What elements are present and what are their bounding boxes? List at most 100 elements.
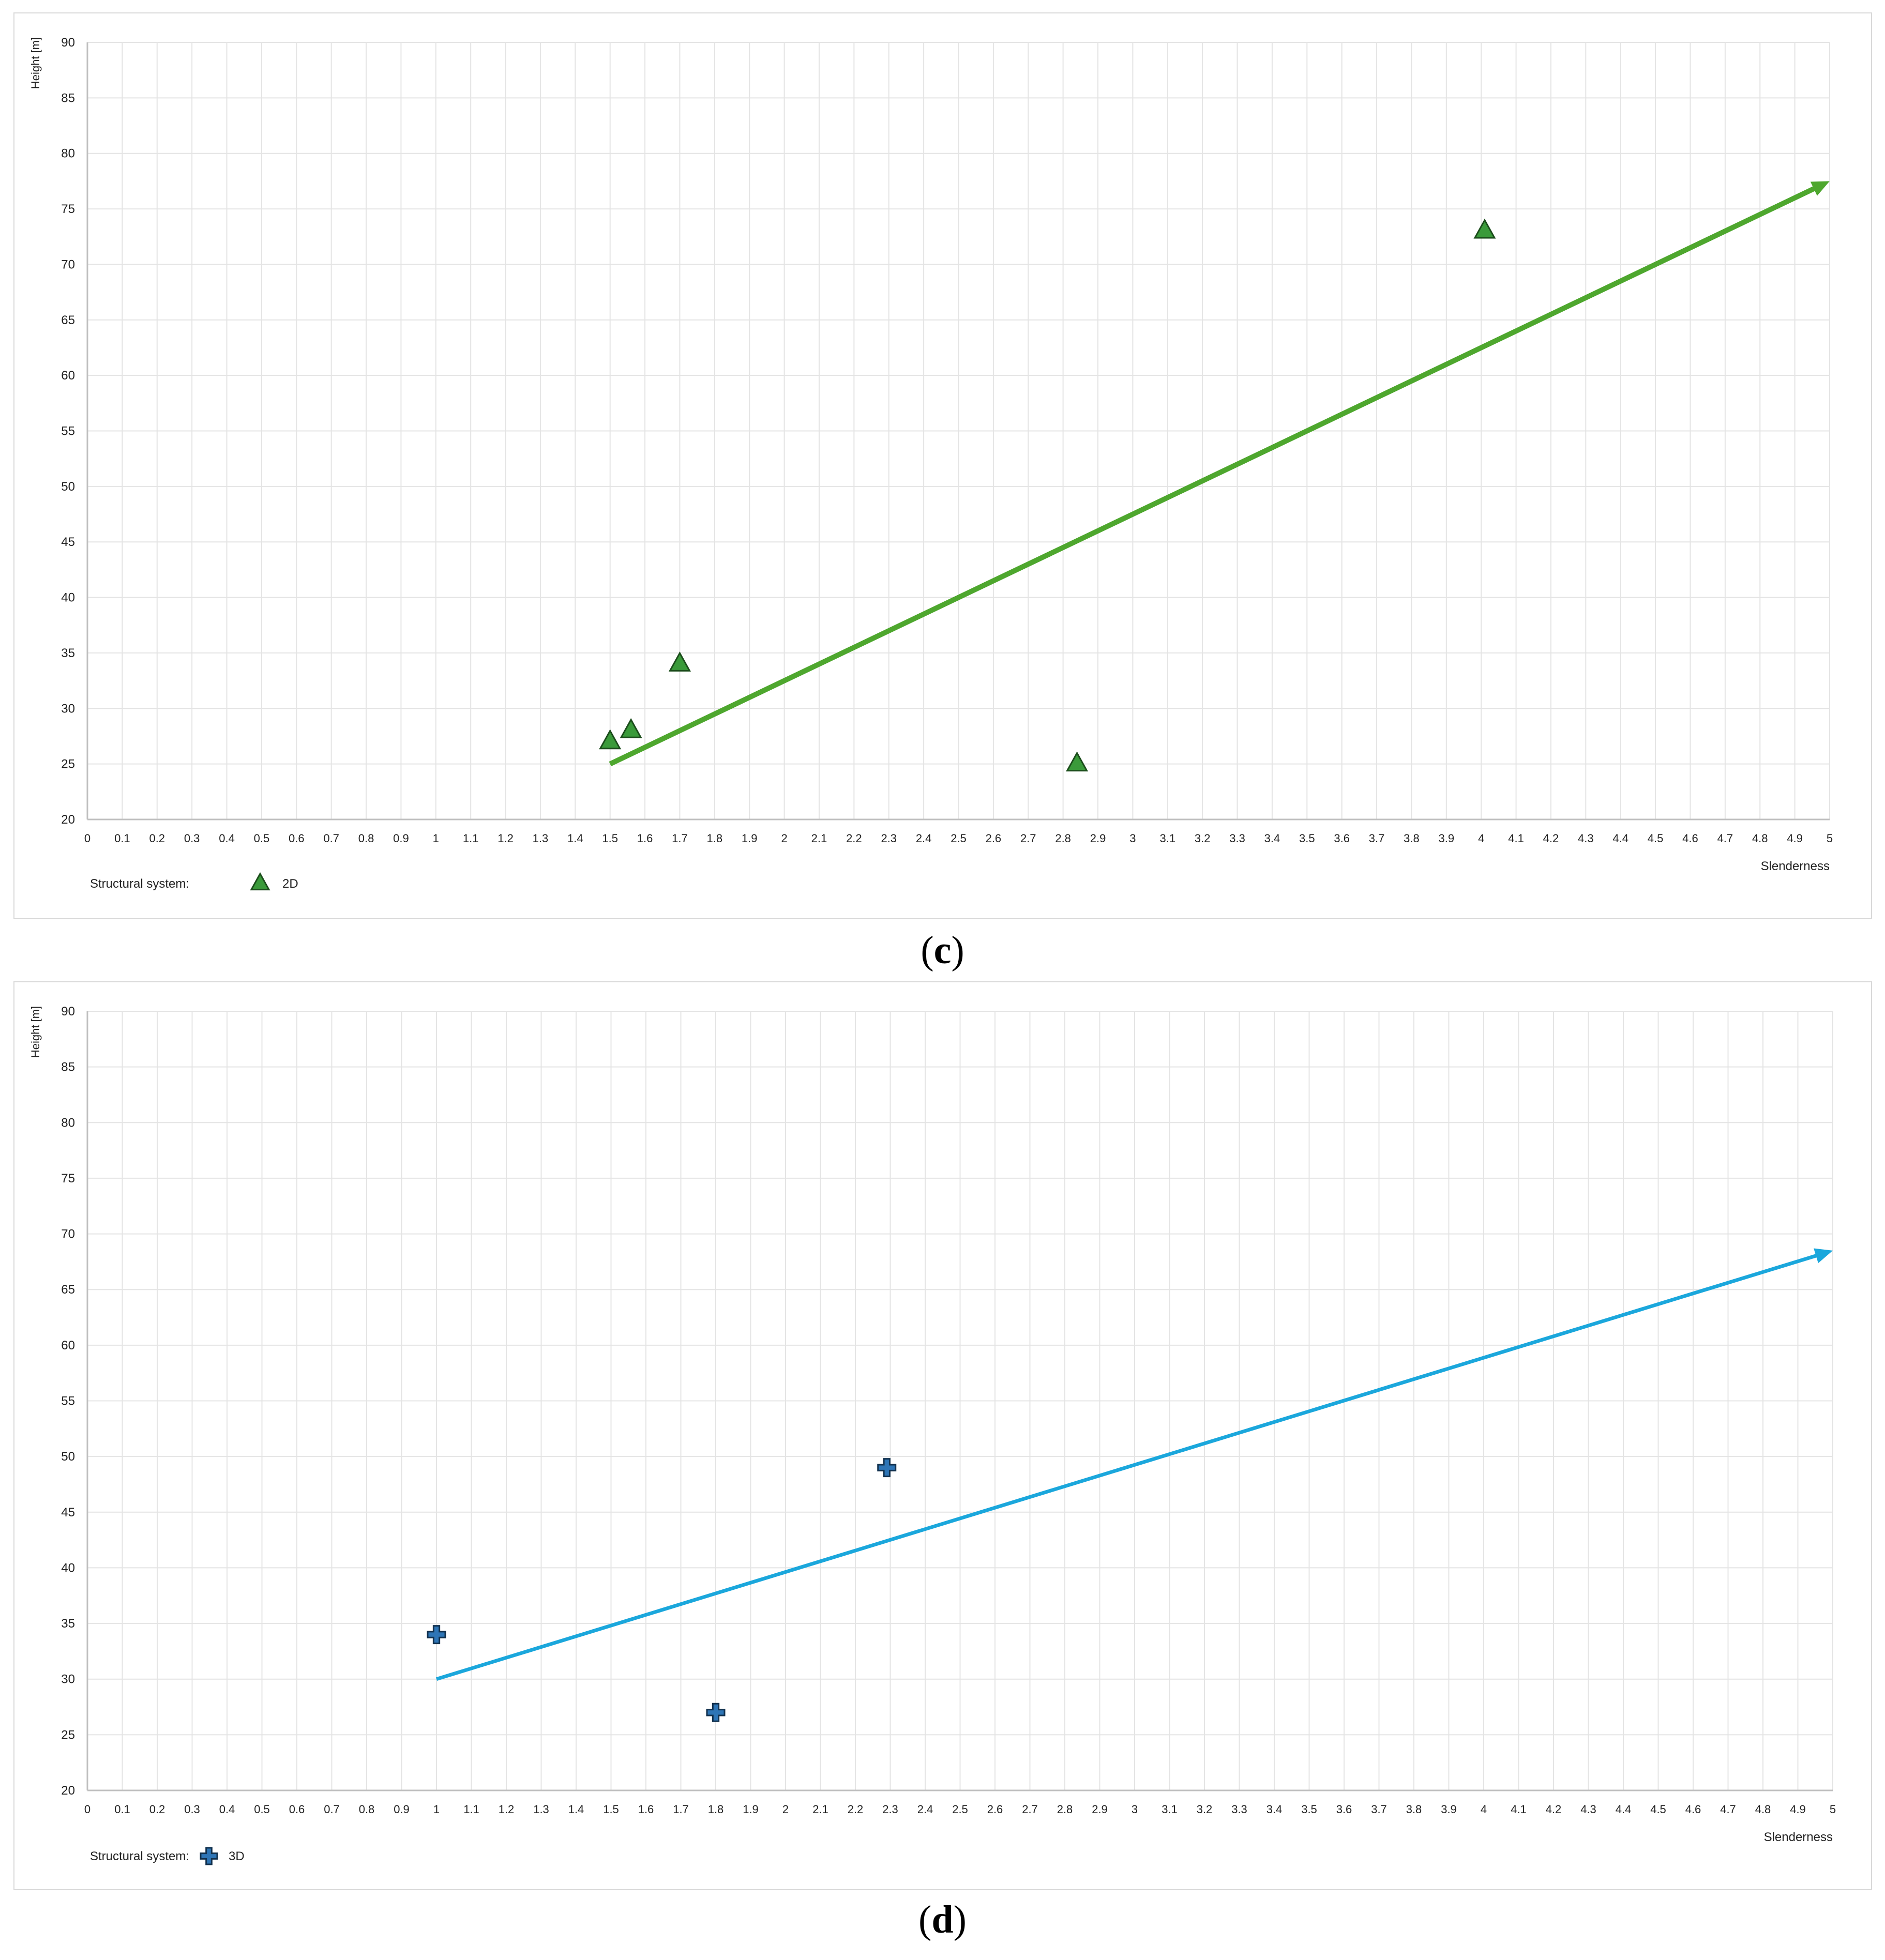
x-tick-label: 2.6 [987, 1803, 1003, 1816]
y-axis-title: Height [m] [29, 37, 42, 89]
y-tick-label: 25 [61, 757, 75, 771]
x-tick-label: 3.9 [1441, 1803, 1457, 1816]
x-tick-label: 2.6 [986, 832, 1002, 845]
x-tick-label: 4 [1478, 832, 1484, 845]
y-tick-label: 60 [61, 1339, 75, 1353]
y-tick-label: 40 [61, 591, 75, 605]
y-tick-label: 75 [61, 202, 75, 216]
x-tick-label: 3.7 [1369, 832, 1385, 845]
y-tick-label: 75 [61, 1172, 75, 1186]
y-tick-label: 55 [61, 424, 75, 438]
legend: Structural system: 2D [90, 872, 298, 891]
data-point-triangle [1066, 751, 1089, 772]
caption-d: (d) [0, 1897, 1885, 1942]
x-tick-label: 0.4 [219, 832, 235, 845]
x-tick-label: 5 [1827, 832, 1833, 845]
x-tick-label: 3.1 [1159, 832, 1175, 845]
legend-title: Structural system: [90, 1849, 189, 1863]
x-tick-label: 1.7 [673, 1803, 689, 1816]
y-tick-label: 80 [61, 147, 75, 161]
x-tick-label: 2.7 [1020, 832, 1036, 845]
legend-marker-cross [200, 1847, 218, 1865]
x-tick-label: 0.9 [394, 1803, 410, 1816]
x-tick-label: 4.1 [1508, 832, 1524, 845]
caption-c: (c) [0, 928, 1885, 973]
x-tick-label: 0.7 [323, 832, 339, 845]
x-tick-label: 1 [433, 1803, 440, 1816]
data-point-triangle [620, 718, 642, 738]
x-tick-label: 1.9 [743, 1803, 759, 1816]
scatter-chart-c: 0 0.1 0.2 0.3 0.4 0.5 0.6 0.7 0.8 0.9 1 1.1 1.2 1.3 1.… [29, 36, 1833, 891]
x-tick-label: 0.3 [184, 832, 200, 845]
data-point-cross [427, 1625, 446, 1645]
x-tick-label: 3.6 [1334, 832, 1350, 845]
x-tick-label: 2 [781, 832, 787, 845]
y-tick-label: 90 [61, 36, 75, 50]
x-tick-label: 2.4 [916, 832, 932, 845]
y-tick-label: 20 [61, 1784, 75, 1798]
gridlines [87, 1011, 1833, 1791]
data-point-triangle [599, 729, 622, 750]
legend-title: Structural system: [90, 877, 189, 891]
y-tick-label: 65 [61, 1283, 75, 1297]
x-tick-label: 4.2 [1546, 1803, 1562, 1816]
x-tick-label: 0.1 [114, 1803, 130, 1816]
x-tick-label: 1.1 [463, 1803, 479, 1816]
y-tick-label: 35 [61, 646, 75, 660]
x-tick-label: 2.7 [1022, 1803, 1038, 1816]
x-tick-label: 0.5 [254, 1803, 270, 1816]
x-tick-label: 3.5 [1301, 1803, 1317, 1816]
x-tick-label: 3.8 [1404, 832, 1420, 845]
x-tick-label: 0.7 [324, 1803, 340, 1816]
x-tick-label: 0 [84, 1803, 91, 1816]
y-tick-label: 60 [61, 369, 75, 383]
x-tick-label: 1.3 [533, 832, 549, 845]
trend-line [435, 1252, 1822, 1681]
y-tick-label: 85 [61, 1060, 75, 1074]
scatter-chart-d: 0 0.1 0.2 0.3 0.4 0.5 0.6 0.7 0.8 0.9 1 1.1 1.2 1.3 1.… [29, 1005, 1836, 1865]
x-tick-label: 2.2 [846, 832, 862, 845]
x-tick-label: 0.9 [393, 832, 409, 845]
x-tick-label: 3.5 [1299, 832, 1315, 845]
caption-d-close: ) [953, 1898, 967, 1941]
y-tick-label: 70 [61, 1227, 75, 1241]
x-tick-label: 1.2 [497, 832, 514, 845]
legend: Structural system: 3D [90, 1847, 245, 1865]
x-tick-label: 2.9 [1090, 832, 1106, 845]
x-tick-label: 4.7 [1720, 1803, 1736, 1816]
x-tick-label: 5 [1830, 1803, 1836, 1816]
x-tick-label: 1.5 [602, 832, 618, 845]
x-tick-label: 3.8 [1406, 1803, 1422, 1816]
x-tick-label: 4.4 [1616, 1803, 1632, 1816]
chart-panel-c: 0 0.1 0.2 0.3 0.4 0.5 0.6 0.7 0.8 0.9 1 1.1 1.2 1.3 1.… [13, 12, 1872, 919]
y-tick-label: 45 [61, 535, 75, 549]
legend-marker-triangle [250, 872, 270, 891]
x-tick-label: 3.1 [1162, 1803, 1178, 1816]
x-tick-label: 0.2 [149, 1803, 165, 1816]
x-tick-label: 1.5 [603, 1803, 619, 1816]
x-tick-label: 4.4 [1612, 832, 1628, 845]
x-tick-label: 1.2 [499, 1803, 515, 1816]
x-tick-label: 4.9 [1790, 1803, 1806, 1816]
data-point-triangle [668, 651, 691, 672]
data-point-cross [877, 1458, 897, 1478]
x-tick-label: 3.2 [1197, 1803, 1213, 1816]
y-tick-label: 25 [61, 1728, 75, 1742]
trend-arrowhead [1810, 181, 1830, 196]
caption-d-letter: d [931, 1898, 954, 1941]
y-tick-label: 30 [61, 702, 75, 716]
x-tick-label: 4.7 [1717, 832, 1733, 845]
x-tick-label: 1.6 [638, 1803, 654, 1816]
x-tick-label: 2.8 [1055, 832, 1071, 845]
x-tick-label: 3 [1129, 832, 1136, 845]
x-axis-title: Slenderness [1764, 1830, 1833, 1844]
x-tick-label: 1.1 [463, 832, 479, 845]
y-tick-label: 30 [61, 1673, 75, 1686]
x-tick-label: 1 [433, 832, 439, 845]
x-tick-label: 4.9 [1787, 832, 1803, 845]
x-tick-label: 4.6 [1685, 1803, 1701, 1816]
x-tick-label: 4.3 [1578, 832, 1594, 845]
x-tick-label: 1.6 [637, 832, 653, 845]
y-tick-label: 80 [61, 1116, 75, 1130]
x-tick-label: 4.5 [1648, 832, 1664, 845]
